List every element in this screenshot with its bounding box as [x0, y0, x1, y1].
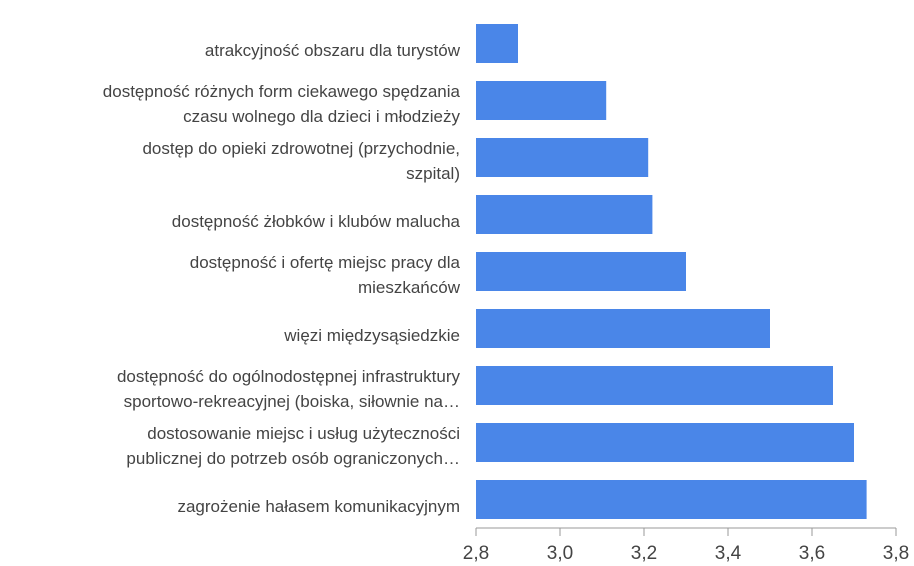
bar	[476, 309, 770, 348]
y-tick-label: sportowo-rekreacyjnej (boiska, siłownie …	[124, 392, 460, 411]
y-tick-label: mieszkańców	[358, 278, 461, 297]
y-tick-label: czasu wolnego dla dzieci i młodzieży	[183, 107, 460, 126]
bar	[476, 24, 518, 63]
bar	[476, 81, 607, 120]
bar	[476, 423, 854, 462]
y-tick-label: dostępność i ofertę miejsc pracy dla	[190, 253, 461, 272]
y-tick-label: dostępność do ogólnodostępnej infrastruk…	[117, 367, 461, 386]
y-tick-label: atrakcyjność obszaru dla turystów	[205, 41, 461, 60]
y-tick-label: szpital)	[406, 164, 460, 183]
bar	[476, 480, 867, 519]
y-tick-label: dostosowanie miejsc i usług użyteczności	[147, 424, 460, 443]
x-tick-label: 2,8	[463, 543, 489, 564]
bar	[476, 138, 649, 177]
x-tick-label: 3,4	[715, 543, 742, 564]
x-tick-label: 3,0	[547, 543, 573, 564]
y-tick-label: publicznej do potrzeb osób ograniczonych…	[126, 449, 460, 468]
bar	[476, 366, 833, 405]
y-tick-label: dostępność żłobków i klubów malucha	[172, 212, 461, 231]
y-tick-label: więzi międzysąsiedzkie	[283, 326, 460, 345]
x-tick-label: 3,2	[631, 543, 657, 564]
bar	[476, 252, 686, 291]
y-tick-label: dostęp do opieki zdrowotnej (przychodnie…	[142, 139, 460, 158]
y-tick-label: zagrożenie hałasem komunikacyjnym	[177, 497, 460, 516]
x-tick-label: 3,6	[799, 543, 825, 564]
bar	[476, 195, 653, 234]
y-tick-label: dostępność różnych form ciekawego spędza…	[103, 82, 461, 101]
x-tick-label: 3,8	[883, 543, 909, 564]
